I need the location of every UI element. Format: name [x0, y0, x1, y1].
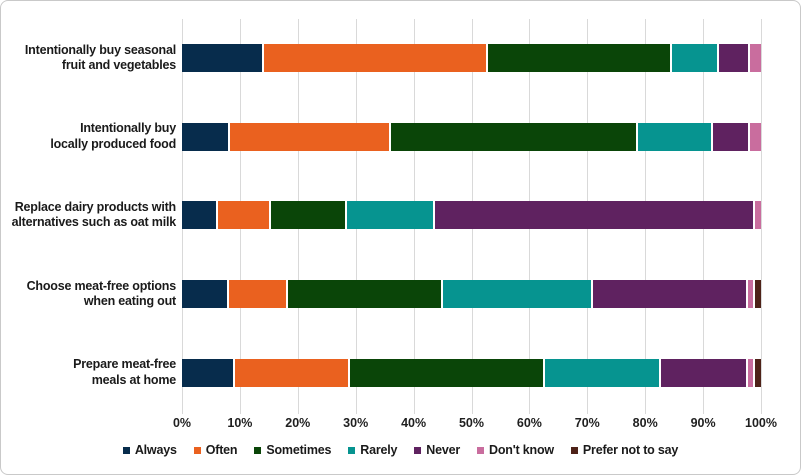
legend: Always Often Sometimes Rarely Never Don't kno… [1, 443, 800, 457]
bar-segment-sometimes [288, 280, 442, 309]
bar-segment-always [182, 280, 228, 309]
bar-rows [182, 19, 762, 412]
legend-item-never: Never [414, 443, 460, 457]
category-label-line: fruit and vegetables [61, 58, 176, 73]
x-tick-label: 80% [632, 416, 658, 430]
legend-swatch-always [122, 446, 130, 454]
legend-swatch-sometimes [254, 446, 262, 454]
bar-segment-don-t-know [749, 122, 761, 151]
bar-segment-prefer-not-to-say [755, 358, 762, 387]
bar-segment-sometimes [487, 44, 670, 73]
stacked-bar-4 [182, 280, 762, 309]
x-tick-label: 20% [285, 416, 311, 430]
bar-segment-never [713, 122, 748, 151]
bar-segment-always [182, 201, 217, 230]
bar-row-2 [182, 98, 761, 177]
legend-item-always: Always [122, 443, 177, 457]
category-label-line: Choose meat-free options [26, 278, 177, 293]
legend-swatch-prefer-not-to-say [570, 446, 578, 454]
category-label-replace-dairy-products-with: Replace dairy products with alternatives … [9, 176, 182, 255]
bar-segment-prefer-not-to-say [755, 280, 762, 309]
legend-item-prefer-not-to-say: Prefer not to say [570, 443, 679, 457]
bar-segment-rarely [671, 44, 718, 73]
bar-segment-never [719, 44, 748, 73]
category-label-line: Intentionally buy seasonal [24, 42, 176, 57]
legend-item-often: Often [193, 443, 238, 457]
bar-segment-always [182, 358, 234, 387]
category-label-prepare-meat-free: Prepare meat-free meals at home [9, 333, 182, 412]
x-tick-label: 10% [227, 416, 253, 430]
category-label-line: Prepare meat-free [73, 357, 176, 372]
x-tick-label: 50% [458, 416, 485, 430]
category-label-line: Intentionally buy [80, 121, 176, 136]
plot-area [182, 19, 762, 414]
legend-label: Never [426, 443, 461, 457]
category-label-line: alternatives such as oat milk [11, 215, 177, 230]
category-label-line: when eating out [83, 294, 176, 309]
bar-segment-often [229, 122, 389, 151]
chart-body: Intentionally buy seasonal fruit and vege… [9, 19, 800, 414]
legend-label: Prefer not to say [582, 443, 679, 457]
bar-segment-often [229, 280, 287, 309]
stacked-bar-1 [182, 44, 761, 73]
bar-segment-don-t-know [747, 280, 754, 309]
legend-item-don-t-know: Don't know [477, 443, 554, 457]
bar-segment-sometimes [390, 122, 636, 151]
bar-segment-never [434, 201, 754, 230]
bar-segment-rarely [443, 280, 591, 309]
bar-segment-never [592, 280, 746, 309]
bar-segment-often [263, 44, 486, 73]
x-tick-label: 70% [574, 416, 600, 430]
bar-row-4 [182, 255, 762, 334]
legend-label: Always [134, 443, 177, 457]
bar-row-5 [182, 333, 762, 412]
x-tick-label: 100% [745, 416, 777, 430]
stacked-bar-3 [182, 201, 761, 230]
bar-segment-often [235, 358, 349, 387]
bar-segment-don-t-know [755, 201, 761, 230]
category-axis: Intentionally buy seasonal fruit and vege… [9, 19, 182, 412]
legend-swatch-often [193, 446, 201, 454]
bar-segment-always [182, 44, 262, 73]
legend-label: Often [205, 443, 238, 457]
bar-row-1 [182, 19, 761, 98]
bar-segment-often [218, 201, 270, 230]
legend-swatch-rarely [348, 446, 356, 454]
legend-label: Don't know [489, 443, 554, 457]
bar-segment-sometimes [271, 201, 346, 230]
legend-swatch-don-t-know [477, 446, 485, 454]
category-label-line: meals at home [91, 372, 176, 387]
x-tick-label: 60% [516, 416, 542, 430]
category-label-line: locally produced food [50, 136, 176, 151]
bar-row-3 [182, 176, 761, 255]
category-label-intentionally-buy: Intentionally buy locally produced food [9, 98, 182, 177]
category-label-line: Replace dairy products with [14, 199, 177, 214]
x-tick-label: 0% [172, 416, 192, 430]
stacked-bar-5 [182, 358, 762, 387]
legend-label: Sometimes [266, 443, 332, 457]
stacked-bar-2 [182, 122, 761, 151]
x-tick-label: 30% [343, 416, 369, 430]
legend-label: Rarely [360, 443, 398, 457]
category-label-intentionally-buy-seasonal: Intentionally buy seasonal fruit and vege… [9, 19, 182, 98]
bar-segment-never [660, 358, 746, 387]
bar-segment-rarely [637, 122, 712, 151]
legend-item-rarely: Rarely [348, 443, 397, 457]
bar-segment-always [182, 122, 228, 151]
x-tick-label: 90% [690, 416, 716, 430]
gridline-100pct [761, 19, 762, 414]
legend-swatch-never [414, 446, 422, 454]
bar-segment-rarely [347, 201, 433, 230]
category-label-choose-meat-free-options: Choose meat-free options when eating out [9, 255, 182, 334]
x-tick-label: 40% [401, 416, 427, 430]
bar-segment-sometimes [350, 358, 544, 387]
bar-segment-don-t-know [747, 358, 754, 387]
bar-segment-don-t-know [749, 44, 761, 73]
legend-item-sometimes: Sometimes [254, 443, 331, 457]
bar-segment-rarely [545, 358, 659, 387]
x-axis: 0% 10% 20% 30% 40% 50% 60% 70% 80% 90% 100% [173, 416, 777, 436]
